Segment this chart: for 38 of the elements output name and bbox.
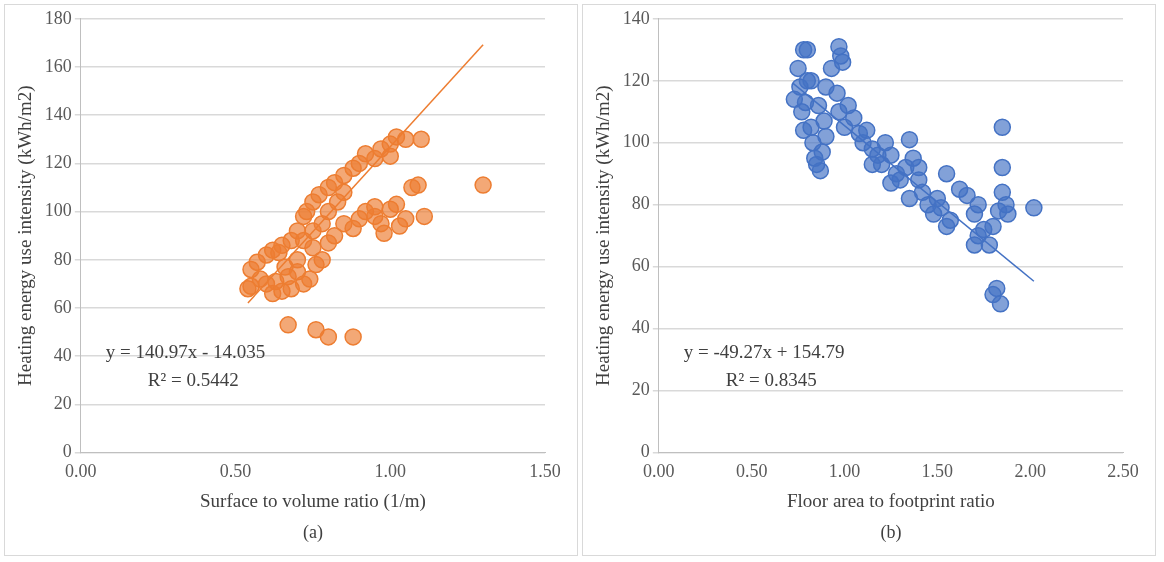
y-tick-label: 60 [53,296,72,317]
y-tick-label: 40 [631,317,650,338]
y-tick-label: 140 [622,7,650,28]
x-tick-label: 1.50 [529,461,561,482]
y-tick-label: 0 [640,441,650,462]
text: (b) [880,521,902,543]
y-axis-title: Heating energy use intensity (kWh/m2) [592,85,615,386]
y-tick-label: 80 [631,193,650,214]
y-tick-label: 80 [53,248,72,269]
x-tick-label: 0.50 [735,461,768,482]
x-tick-label: 1.50 [921,461,954,482]
y-tick-label: 180 [44,7,72,28]
y-tick-label: 160 [44,55,72,76]
text: (a) [302,521,323,543]
y-tick-label: 60 [631,255,650,276]
x-axis-title: Floor area to footprint ratio [786,489,995,511]
y-tick-label: 120 [622,69,650,90]
annotation: y = 140.97x - 14.035 [105,340,266,362]
x-tick-label: 0.00 [65,461,97,482]
x-tick-label: 1.00 [374,461,407,482]
y-tick-label: 20 [53,393,72,414]
y-tick-label: 140 [44,103,72,124]
y-tick-label: 20 [631,379,650,400]
y-tick-label: 0 [62,441,72,462]
annotation: y = -49.27x + 154.79 [683,340,845,362]
annotation: R² = 0.5442 [147,369,239,391]
x-tick-label: 2.00 [1014,461,1046,482]
x-tick-label: 1.00 [828,461,861,482]
y-tick-label: 100 [622,131,650,152]
x-tick-label: 2.50 [1107,461,1139,482]
y-tick-label: 100 [44,200,72,221]
x-tick-label: 0.50 [219,461,252,482]
y-axis-title: Heating energy use intensity (kWh/m2) [14,85,37,386]
annotation: R² = 0.8345 [725,369,817,391]
y-tick-label: 40 [53,344,72,365]
y-tick-label: 120 [44,152,72,173]
x-tick-label: 0.00 [643,461,675,482]
x-axis-title: Surface to volume ratio (1/m) [199,489,426,512]
